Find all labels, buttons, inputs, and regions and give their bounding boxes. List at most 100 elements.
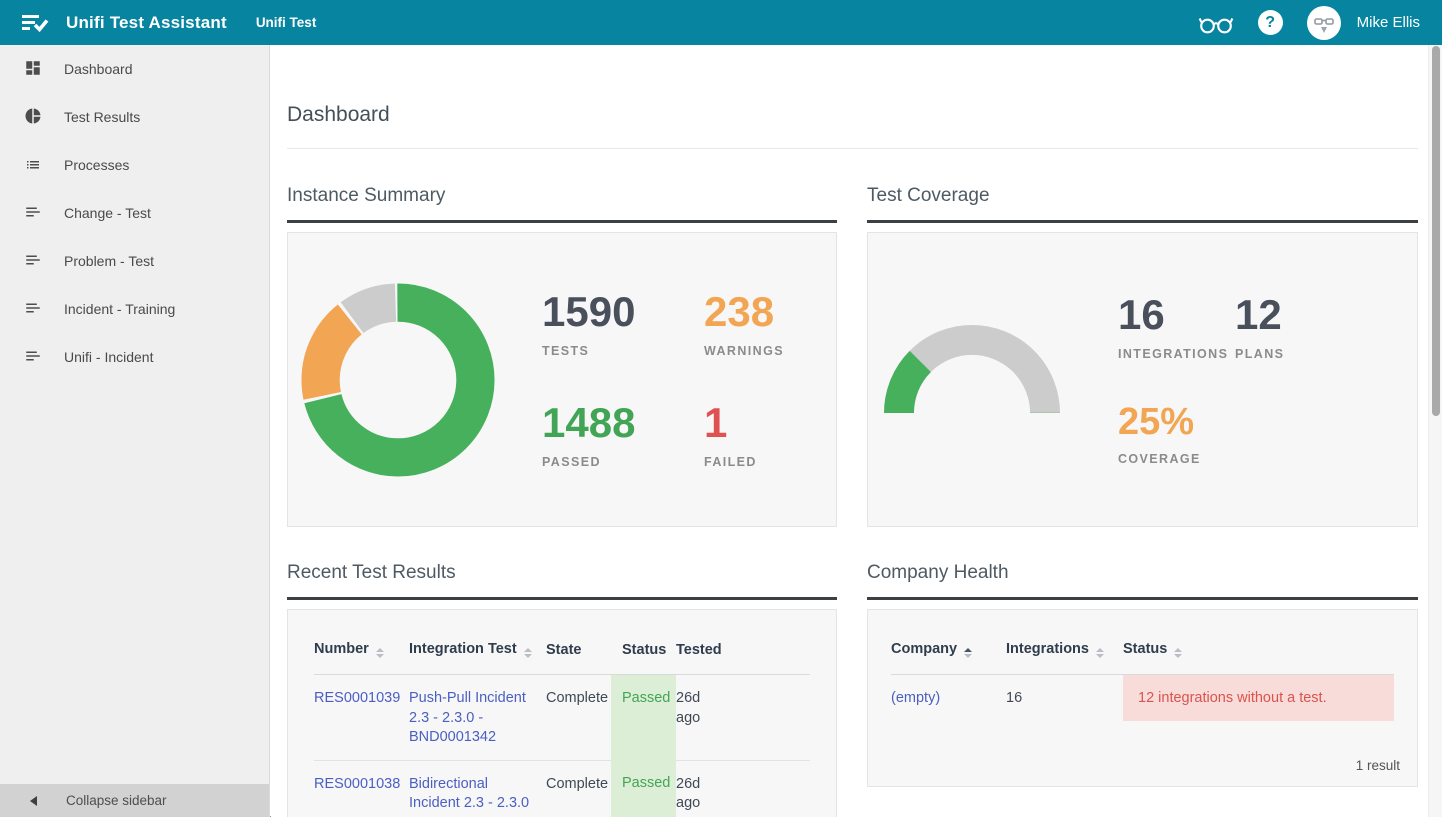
collapse-arrow-icon [30, 796, 37, 806]
scrollbar-thumb[interactable] [1432, 46, 1440, 416]
integration-test-link[interactable]: Push-Pull Incident 2.3 - 2.3.0 - BND0001… [409, 690, 526, 745]
lines-icon [24, 203, 42, 224]
sidebar-item-unifi-incident[interactable]: Unifi - Incident [0, 333, 269, 381]
tested-cell: 26d ago [676, 760, 810, 817]
stat-label: PASSED [542, 455, 704, 469]
sidebar: Dashboard Test Results Processes Change … [0, 45, 270, 817]
stat-value: 1590 [542, 291, 704, 333]
col-header-number[interactable]: Number [314, 641, 409, 675]
sidebar-item-dashboard[interactable]: Dashboard [0, 45, 269, 93]
sidebar-item-test-results[interactable]: Test Results [0, 93, 269, 141]
sidebar-item-label: Processes [64, 157, 129, 173]
integration-test-cell: Push-Pull Incident 2.3 - 2.3.0 - BND0001… [409, 675, 546, 761]
help-icon[interactable]: ? [1258, 10, 1283, 35]
table-row: (empty) 16 12 integrations without a tes… [891, 675, 1394, 721]
sort-icon [524, 648, 532, 658]
page-divider [287, 148, 1418, 149]
table-row: RES0001039 Push-Pull Incident 2.3 - 2.3.… [314, 675, 810, 761]
lines-icon [24, 251, 42, 272]
col-header-company[interactable]: Company [891, 641, 1006, 675]
state-cell: Complete [546, 675, 611, 761]
recent-test-results-card: Number Integration Test State Status Tes… [287, 609, 837, 817]
tests-donut-chart [300, 282, 496, 478]
company-health-card: Company Integrations Status (empty) 16 1… [867, 609, 1418, 787]
sidebar-item-label: Incident - Training [64, 301, 175, 317]
table-row: RES0001038 Bidirectional Incident 2.3 - … [314, 760, 810, 817]
status-badge: Passed [611, 675, 676, 761]
sidebar-item-change-test[interactable]: Change - Test [0, 189, 269, 237]
section-title: Recent Test Results [287, 562, 837, 600]
sidebar-item-problem-test[interactable]: Problem - Test [0, 237, 269, 285]
col-header-status[interactable]: Status [1123, 641, 1394, 675]
stat-value: 25% [1118, 403, 1235, 441]
sidebar-item-label: Unifi - Incident [64, 349, 153, 365]
col-header-status[interactable]: Status [611, 641, 676, 675]
top-bar: Unifi Test Assistant Unifi Test ? [0, 0, 1442, 45]
stat-plans: 12 PLANS [1235, 294, 1284, 361]
avatar[interactable] [1307, 6, 1341, 40]
sidebar-item-label: Problem - Test [64, 253, 154, 269]
tested-cell: 26d ago [676, 675, 810, 761]
app-window: Unifi Test Assistant Unifi Test ? [0, 0, 1442, 817]
sidebar-item-label: Change - Test [64, 205, 151, 221]
company-cell: (empty) [891, 675, 1006, 721]
stat-integrations: 16 INTEGRATIONS [1118, 294, 1235, 361]
coverage-gauge-chart [884, 325, 1060, 434]
user-name[interactable]: Mike Ellis [1357, 14, 1420, 31]
stat-label: PLANS [1235, 347, 1284, 361]
section-title: Test Coverage [867, 185, 1418, 223]
test-coverage-card: 16 INTEGRATIONS 12 PLANS 25% COVERAGE [867, 232, 1418, 527]
menu-check-icon[interactable] [22, 12, 49, 34]
stat-warnings: 238 WARNINGS [704, 291, 784, 358]
page-title: Dashboard [287, 103, 390, 127]
stat-value: 16 [1118, 294, 1235, 336]
instance-summary-section: Instance Summary 1590 TESTS [287, 185, 837, 527]
integration-test-link[interactable]: Bidirectional Incident 2.3 - 2.3.0 [409, 776, 529, 812]
stat-value: 1488 [542, 402, 704, 444]
company-health-table: Company Integrations Status (empty) 16 1… [891, 641, 1394, 721]
list-icon [24, 155, 42, 176]
stat-label: INTEGRATIONS [1118, 347, 1235, 361]
page-scrollbar[interactable] [1428, 45, 1442, 817]
test-coverage-section: Test Coverage 16 INTEGRATIONS 12 PLAN [867, 185, 1418, 527]
app-subtitle: Unifi Test [256, 15, 317, 30]
stat-label: COVERAGE [1118, 452, 1235, 466]
lines-icon [24, 347, 42, 368]
result-number-link[interactable]: RES0001039 [314, 690, 400, 706]
main-content: Dashboard Instance Summary 1 [271, 45, 1428, 817]
stat-failed: 1 FAILED [704, 402, 784, 469]
stat-coverage: 25% COVERAGE [1118, 403, 1235, 466]
sidebar-item-processes[interactable]: Processes [0, 141, 269, 189]
sidebar-item-incident-training[interactable]: Incident - Training [0, 285, 269, 333]
sidebar-item-label: Dashboard [64, 61, 133, 77]
result-number-link[interactable]: RES0001038 [314, 776, 400, 792]
stat-tests: 1590 TESTS [542, 291, 704, 358]
section-title: Company Health [867, 562, 1418, 600]
company-link[interactable]: (empty) [891, 690, 940, 706]
sort-icon [376, 648, 384, 658]
status-badge: Passed [611, 760, 676, 817]
section-title: Instance Summary [287, 185, 837, 223]
instance-summary-card: 1590 TESTS 238 WARNINGS 1488 PASSED 1 FA… [287, 232, 837, 527]
number-cell: RES0001039 [314, 675, 409, 761]
stat-passed: 1488 PASSED [542, 402, 704, 469]
collapse-sidebar-button[interactable]: Collapse sidebar [0, 784, 269, 817]
col-header-integrations[interactable]: Integrations [1006, 641, 1123, 675]
col-header-integration-test[interactable]: Integration Test [409, 641, 546, 675]
integrations-cell: 16 [1006, 675, 1123, 721]
col-header-state[interactable]: State [546, 641, 611, 675]
stat-value: 1 [704, 402, 784, 444]
stat-label: TESTS [542, 344, 704, 358]
number-cell: RES0001038 [314, 760, 409, 817]
app-title: Unifi Test Assistant [66, 13, 227, 33]
stat-value: 238 [704, 291, 784, 333]
collapse-sidebar-label: Collapse sidebar [66, 793, 167, 808]
glasses-icon[interactable] [1198, 11, 1234, 35]
lines-icon [24, 299, 42, 320]
sort-icon-ascending [964, 648, 972, 658]
results-count: 1 result [1356, 758, 1400, 773]
col-header-tested[interactable]: Tested [676, 641, 810, 675]
state-cell: Complete [546, 760, 611, 817]
pie-chart-icon [24, 107, 42, 128]
sidebar-item-label: Test Results [64, 109, 140, 125]
